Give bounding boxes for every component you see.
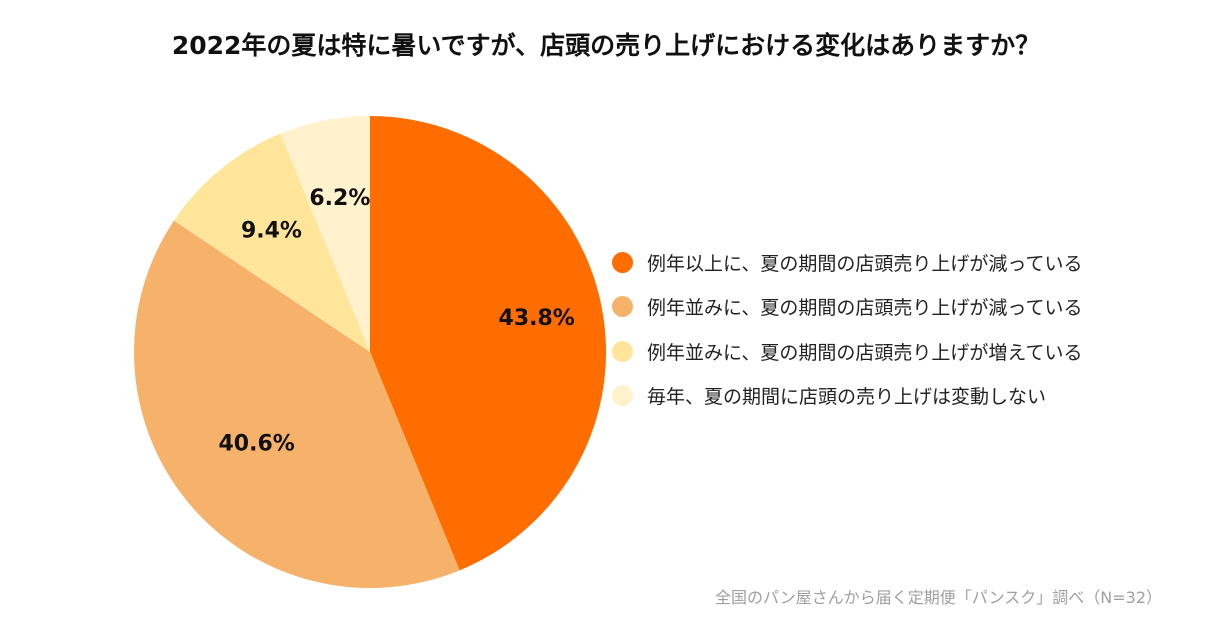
legend-item: 毎年、夏の期間に店頭の売り上げは変動しない <box>612 384 1082 408</box>
legend-label: 毎年、夏の期間に店頭の売り上げは変動しない <box>647 386 1047 408</box>
legend-swatch <box>612 340 633 362</box>
chart-title: 2022年の夏は特に暑いですが、店頭の売り上げにおける変化はありますか？ <box>171 31 1041 60</box>
pie-slice <box>280 116 370 352</box>
legend-item: 例年並みに、夏の期間の店頭売り上げが増えている <box>612 339 1083 364</box>
legend-swatch <box>612 385 633 406</box>
legend-label: 例年並みに、夏の期間の店頭売り上げが増えている <box>647 341 1083 364</box>
legend-label: 例年並みに、夏の期間の店頭売り上げが減っている <box>647 297 1083 319</box>
legend-label: 例年以上に、夏の期間の店頭売り上げが減っている <box>647 252 1083 275</box>
pie-slice <box>133 220 460 589</box>
legend-item: 例年以上に、夏の期間の店頭売り上げが減っている <box>612 250 1083 275</box>
slice-value-label: 6.2% <box>309 186 370 211</box>
legend: 例年以上に、夏の期間の店頭売り上げが減っている 例年並みに、夏の期間の店頭売り上… <box>612 250 1082 428</box>
pie-slice <box>370 116 607 571</box>
source-note: 全国のパン屋さんから届く定期便「パンスク」調べ（N=32） <box>714 588 1162 607</box>
legend-swatch <box>612 251 633 273</box>
legend-swatch <box>612 296 633 317</box>
slice-value-label: 9.4% <box>241 218 302 243</box>
slice-value-label: 43.8% <box>499 306 575 331</box>
pie-slice <box>173 133 370 352</box>
slice-value-label: 40.6% <box>219 432 295 457</box>
legend-item: 例年並みに、夏の期間の店頭売り上げが減っている <box>612 295 1082 319</box>
